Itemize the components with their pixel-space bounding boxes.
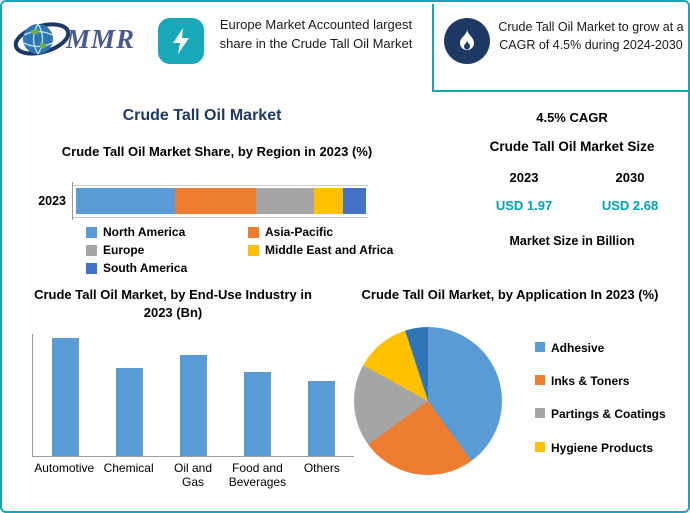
mmr-logo: MMR: [12, 10, 152, 68]
region-category-label: 2023: [38, 194, 66, 208]
application-legend-item-hygiene-products: Hygiene Products: [535, 440, 685, 456]
region-gridline-bottom: [72, 217, 368, 218]
industry-label-others: Others: [303, 461, 340, 475]
legend-swatch: [86, 263, 97, 274]
industry-bar-others: [308, 381, 336, 456]
region-legend: North America Asia-Pacific Europe Middle Ea…: [86, 224, 398, 277]
application-legend-item-inks-toners: Inks & Toners: [535, 373, 685, 389]
industry-label-food-and-beverages: Food and Beverages: [228, 461, 287, 490]
industry-bar-oil-and-gas: [179, 355, 207, 456]
market-size-unit-note: Market Size in Billion: [509, 234, 635, 248]
region-legend-item-south-america: South America: [86, 260, 248, 277]
cagr-value: 4.5% CAGR: [536, 110, 608, 125]
lightning-icon: [173, 28, 189, 54]
industry-chart-title: Crude Tall Oil Market, by End-Use Indust…: [34, 287, 312, 320]
legend-swatch: [248, 227, 259, 238]
legend-label: Inks & Toners: [551, 374, 630, 389]
region-y-axis: [72, 182, 73, 220]
globe-icon: [13, 22, 71, 56]
industry-bars: [32, 334, 354, 457]
legend-label: Partings & Coatings: [551, 407, 666, 422]
region-legend-item-asia-pacific: Asia-Pacific: [248, 224, 398, 241]
cagr-callout-text: Crude Tall Oil Market to grow at a CAGR …: [498, 20, 684, 53]
industry-bar-automotive: [51, 338, 79, 456]
application-legend: Adhesive Inks & Toners Partings & Coatings…: [535, 340, 685, 456]
industry-label-oil-and-gas: Oil and Gas: [174, 461, 213, 490]
industry-labels: Automotive Chemical Oil and Gas Food and Be…: [32, 461, 354, 490]
region-segment-asia-pacific: [174, 188, 256, 214]
legend-label: South America: [103, 261, 188, 275]
header-vertical-divider: [432, 4, 434, 90]
region-segment-middle-east-and-africa: [313, 188, 343, 214]
region-legend-item-middle-east-and-africa: Middle East and Africa: [248, 242, 398, 259]
industry-label-chemical: Chemical: [103, 461, 154, 475]
region-segment-south-america: [342, 188, 366, 214]
legend-swatch: [86, 245, 97, 256]
application-pie: [354, 327, 502, 475]
region-segment-europe: [255, 188, 314, 214]
legend-label: Asia-Pacific: [265, 225, 334, 239]
application-legend-item-adhesive: Adhesive: [535, 340, 685, 356]
market-size-heading: Crude Tall Oil Market Size: [489, 139, 655, 154]
logo-wordmark: MMR: [66, 23, 136, 54]
application-chart-title: Crude Tall Oil Market, by Application In…: [361, 287, 659, 302]
flame-icon: [460, 29, 474, 50]
region-legend-item-europe: Europe: [86, 242, 248, 259]
legend-label: North America: [103, 225, 186, 239]
region-legend-item-north-america: North America: [86, 224, 248, 241]
legend-label: Middle East and Africa: [265, 243, 394, 257]
market-size-value-2030: USD 2.68: [601, 198, 659, 213]
flame-badge: [444, 18, 490, 64]
application-legend-item-partings-coatings: Partings & Coatings: [535, 406, 685, 422]
legend-label: Hygiene Products: [551, 440, 654, 455]
market-size-year-2023: 2023: [509, 170, 539, 185]
region-stacked-bar: [76, 188, 366, 214]
legend-swatch: [535, 408, 545, 419]
region-gridline-top: [72, 185, 368, 186]
header-horizontal-divider: [432, 90, 688, 92]
industry-bar-food-and-beverages: [244, 372, 272, 456]
legend-swatch: [248, 245, 259, 256]
region-chart-title: Crude Tall Oil Market Share, by Region i…: [61, 144, 373, 159]
industry-bar-chemical: [115, 368, 143, 456]
market-size-year-2030: 2030: [615, 170, 645, 185]
market-size-value-2023: USD 1.97: [495, 198, 553, 213]
europe-callout-text: Europe Market Accounted largest share in…: [219, 17, 413, 51]
legend-label: Europe: [103, 243, 145, 257]
legend-swatch: [535, 342, 545, 352]
industry-label-automotive: Automotive: [34, 461, 95, 475]
page-title: Crude Tall Oil Market: [122, 107, 282, 124]
legend-swatch: [535, 441, 545, 452]
region-segment-north-america: [76, 188, 175, 214]
legend-label: Adhesive: [551, 341, 605, 355]
legend-swatch: [535, 375, 545, 386]
legend-swatch: [86, 227, 97, 238]
lightning-badge: [158, 18, 204, 64]
